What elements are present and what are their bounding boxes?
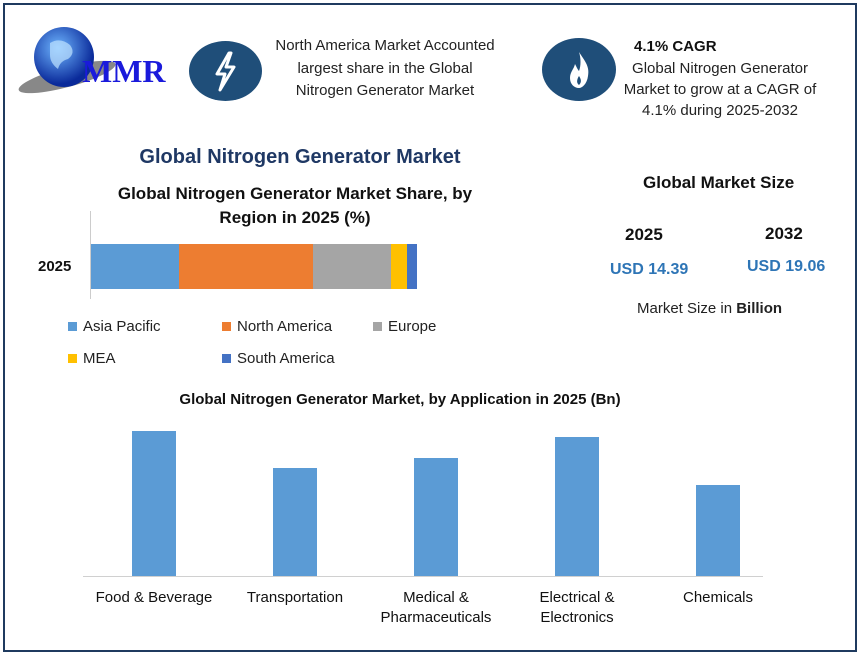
note-prefix: Market Size in [637, 300, 737, 317]
market-size-title: Global Market Size [643, 173, 795, 192]
value-2032: USD 19.06 [747, 258, 826, 275]
application-bar [555, 437, 599, 576]
region-category-label: 2025 [38, 258, 72, 275]
bar-segment-mea [390, 244, 408, 289]
application-baseline [83, 576, 763, 577]
bar-segment-asia-pacific [91, 244, 180, 289]
legend-label: MEA [83, 350, 116, 367]
legend-swatch [373, 322, 382, 331]
legend-item: MEA [68, 350, 116, 367]
application-bar [414, 458, 458, 576]
application-category-label: Medical & Pharmaceuticals [380, 589, 492, 626]
application-category-label: Food & Beverage [95, 589, 213, 606]
legend-item: Asia Pacific [68, 318, 161, 335]
flame-icon [542, 38, 616, 101]
legend-label: North America [237, 318, 333, 335]
legend-label: South America [237, 350, 335, 367]
legend-item: North America [222, 318, 332, 335]
value-2025: USD 14.39 [610, 261, 689, 278]
application-category-label: Transportation [246, 589, 344, 606]
region-axis-line [90, 211, 91, 299]
legend-item: Europe [373, 318, 436, 335]
bar-segment-europe [312, 244, 391, 289]
cagr-title: 4.1% CAGR [634, 38, 717, 55]
legend-label: Europe [388, 318, 437, 335]
region-stacked-bar [91, 244, 417, 289]
year-2032: 2032 [765, 224, 803, 243]
legend-swatch [222, 322, 231, 331]
region-chart-title: Global Nitrogen Generator Market Share, … [117, 184, 473, 227]
bar-segment-north-america [179, 244, 313, 289]
legend-swatch [222, 354, 231, 363]
cagr-text: Global Nitrogen Generator Market to grow… [623, 60, 817, 119]
north-america-highlight: North America Market Accounted largest s… [275, 37, 495, 99]
logo-text: MMR [82, 53, 166, 89]
application-bar [132, 431, 176, 576]
globe-icon [18, 27, 116, 94]
application-bar [273, 468, 317, 576]
main-title: Global Nitrogen Generator Market [139, 146, 461, 168]
market-size-note: Market Size in Billion [637, 300, 782, 317]
note-unit: Billion [736, 300, 783, 317]
infographic-frame [3, 3, 857, 652]
lightning-icon [189, 41, 262, 101]
mmr-logo: MMR [12, 25, 172, 95]
legend-item: South America [222, 350, 335, 367]
legend-label: Asia Pacific [83, 318, 161, 335]
year-2025: 2025 [625, 225, 663, 244]
application-chart-title: Global Nitrogen Generator Market, by App… [179, 391, 621, 408]
bar-segment-south-america [407, 244, 417, 289]
legend-swatch [68, 322, 77, 331]
application-category-label: Electrical & Electronics [539, 589, 615, 626]
application-category-label: Chemicals [682, 589, 754, 606]
legend-swatch [68, 354, 77, 363]
application-bar [696, 485, 740, 576]
